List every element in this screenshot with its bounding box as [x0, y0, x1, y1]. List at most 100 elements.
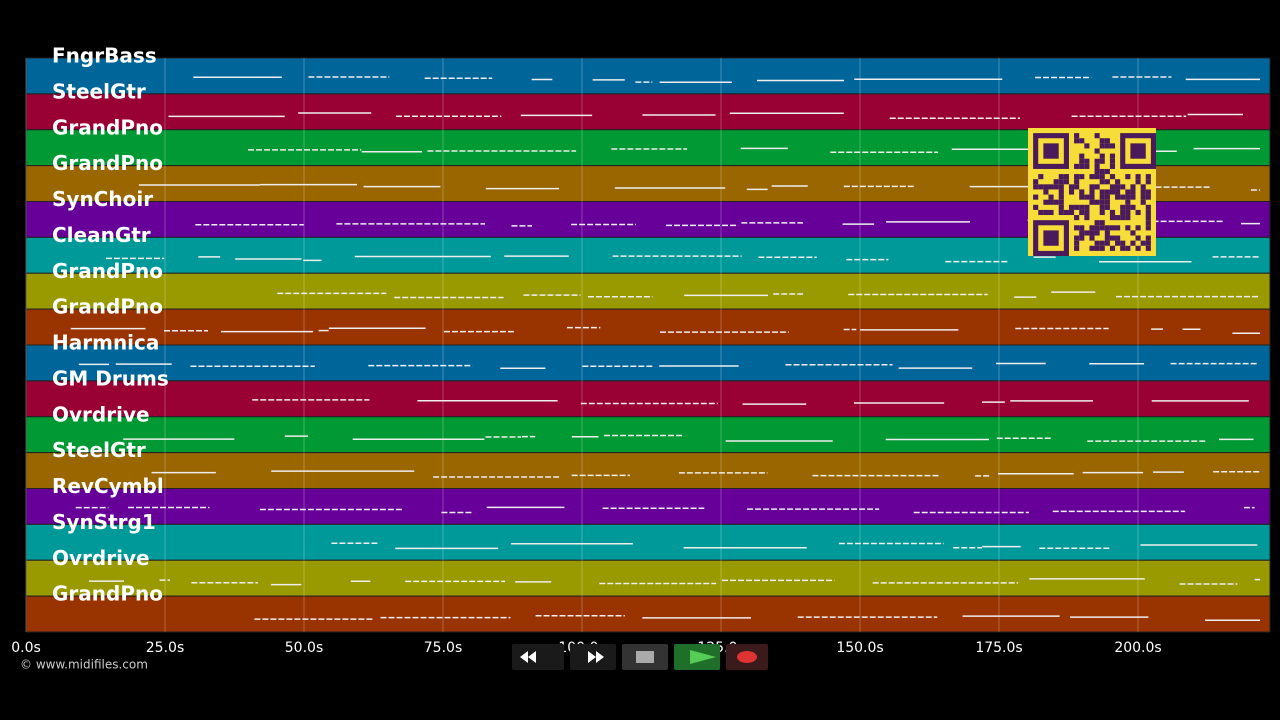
qr-cell: [1104, 168, 1110, 175]
track-band: [25, 272, 1271, 310]
qr-cell: [1099, 209, 1105, 216]
qr-cell: [1099, 174, 1105, 180]
qr-cell: [1109, 143, 1116, 149]
qr-cell: [1043, 189, 1049, 195]
qr-cell: [1089, 235, 1095, 241]
qr-cell: [1104, 230, 1110, 236]
qr-cell: [1135, 209, 1141, 216]
track-name: GrandPno: [52, 582, 163, 606]
qr-cell: [1058, 179, 1064, 185]
qr-cell: [1094, 220, 1100, 226]
qr-cell: [1074, 179, 1080, 185]
track-band: [25, 416, 1271, 454]
qr-cell: [1079, 163, 1085, 169]
forward-icon: [588, 651, 604, 663]
track-name: SynStrg1: [52, 510, 156, 534]
qr-cell: [1099, 199, 1105, 205]
time-tick-label: 50.0s: [285, 640, 323, 656]
qr-cell: [1094, 163, 1100, 169]
qr-cell: [1068, 209, 1075, 216]
track-name: SteelGtr: [52, 79, 146, 103]
qr-cell: [1058, 174, 1064, 180]
time-tick-label: 75.0s: [424, 640, 462, 656]
qr-cell: [1074, 138, 1080, 144]
qr-cell: [1115, 215, 1121, 221]
qr-finder-core: [1130, 143, 1146, 159]
qr-cell: [1145, 174, 1151, 180]
qr-cell: [1120, 184, 1126, 190]
qr-cell: [1104, 199, 1110, 205]
qr-cell: [1120, 240, 1126, 246]
qr-cell: [1125, 194, 1131, 200]
qr-cell: [1038, 184, 1044, 190]
qr-cell: [1048, 209, 1054, 216]
time-tick-label: 200.0s: [1114, 640, 1161, 656]
time-tick-label: 175.0s: [975, 640, 1022, 656]
qr-cell: [1109, 235, 1116, 241]
qr-cell: [1079, 174, 1085, 180]
qr-cell: [1058, 204, 1064, 210]
qr-cell: [1074, 184, 1080, 190]
qr-cell: [1099, 220, 1105, 226]
qr-cell: [1115, 235, 1121, 241]
qr-cell: [1104, 194, 1110, 200]
copyright: © www.midifiles.com: [20, 658, 148, 672]
qr-cell: [1048, 184, 1054, 190]
qr-cell: [1079, 189, 1085, 195]
qr-cell: [1033, 184, 1039, 190]
qr-cell: [1109, 189, 1116, 195]
qr-cell: [1068, 204, 1075, 210]
qr-cell: [1130, 189, 1136, 195]
qr-cell: [1109, 158, 1116, 164]
qr-cell: [1099, 204, 1105, 210]
qr-cell: [1125, 225, 1131, 231]
qr-cell: [1089, 184, 1095, 190]
qr-cell: [1140, 184, 1146, 190]
qr-cell: [1130, 230, 1136, 236]
qr-cell: [1084, 204, 1090, 210]
qr-cell: [1079, 204, 1085, 210]
qr-cell: [1099, 143, 1105, 149]
qr-cell: [1089, 189, 1095, 195]
qr-cell: [1109, 245, 1116, 251]
qr-cell: [1089, 194, 1095, 200]
track-name: Harmnica: [52, 331, 159, 355]
qr-cell: [1058, 194, 1064, 200]
qr-cell: [1033, 194, 1039, 200]
qr-cell: [1043, 199, 1049, 205]
qr-cell: [1115, 240, 1121, 246]
qr-cell: [1074, 215, 1080, 221]
qr-cell: [1099, 158, 1105, 164]
track-name: SteelGtr: [52, 438, 146, 462]
qr-cell: [1104, 235, 1110, 241]
qr-cell: [1099, 189, 1105, 195]
qr-cell: [1099, 240, 1105, 246]
qr-cell: [1074, 174, 1080, 180]
qr-cell: [1094, 158, 1100, 164]
track-band: [25, 93, 1271, 131]
qr-cell: [1099, 138, 1105, 144]
qr-cell: [1104, 225, 1110, 231]
qr-cell: [1099, 168, 1105, 175]
qr-cell: [1104, 240, 1110, 246]
qr-cell: [1130, 204, 1136, 210]
qr-cell: [1089, 174, 1095, 180]
play-icon: [690, 650, 716, 664]
qr-cell: [1038, 209, 1044, 216]
qr-cell: [1074, 235, 1080, 241]
qr-cell: [1135, 235, 1141, 241]
qr-cell: [1125, 204, 1131, 210]
qr-cell: [1135, 179, 1141, 185]
qr-cell: [1094, 225, 1100, 231]
qr-cell: [1145, 179, 1151, 185]
rewind-button[interactable]: [512, 644, 564, 670]
qr-cell: [1104, 179, 1110, 185]
qr-cell: [1130, 194, 1136, 200]
qr-cell: [1089, 225, 1095, 231]
qr-cell: [1120, 215, 1126, 221]
qr-cell: [1079, 235, 1085, 241]
qr-cell: [1074, 163, 1080, 169]
track-band: [25, 488, 1271, 525]
qr-cell: [1120, 209, 1126, 216]
qr-cell: [1125, 215, 1131, 221]
